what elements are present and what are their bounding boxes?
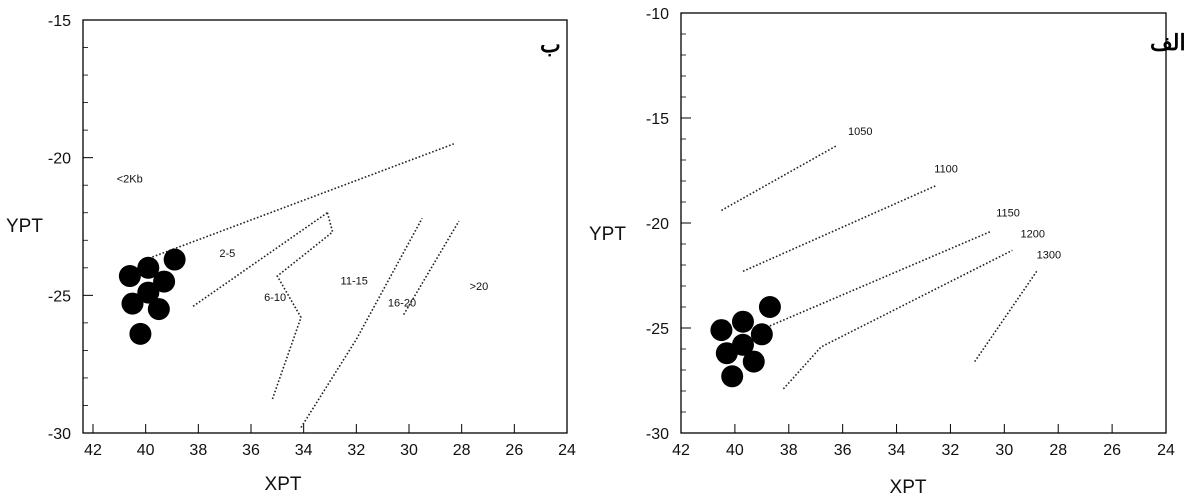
data-point-b-5 bbox=[147, 298, 170, 321]
x-tick-label-b-7: 28 bbox=[453, 442, 471, 459]
isotherm-line-alef-0 bbox=[721, 144, 838, 212]
y-tick-label-alef-4: -30 bbox=[646, 426, 669, 443]
x-tick-label-alef-6: 30 bbox=[995, 442, 1013, 459]
x-tick-label-alef-8: 26 bbox=[1103, 442, 1121, 459]
boundary-line-b-2 bbox=[271, 212, 334, 401]
data-point-b-1 bbox=[121, 292, 144, 315]
data-points-alef bbox=[710, 296, 781, 388]
data-point-alef-3 bbox=[731, 310, 754, 333]
plot-frame-b bbox=[82, 19, 568, 434]
isotherm-label-alef-1: 1100 bbox=[934, 164, 958, 176]
region-label-b-5: >20 bbox=[470, 281, 489, 293]
region-label-b-3: 11-15 bbox=[341, 275, 368, 287]
x-tick-label-b-8: 26 bbox=[505, 442, 523, 459]
x-tick-label-b-4: 34 bbox=[295, 442, 313, 459]
boundary-line-b-1 bbox=[192, 212, 328, 307]
boundary-line-b-0 bbox=[145, 143, 455, 261]
x-tick-label-alef-2: 38 bbox=[780, 442, 798, 459]
x-tick-label-alef-9: 24 bbox=[1157, 442, 1175, 459]
boundary-line-b-3 bbox=[300, 217, 423, 428]
region-labels-b: <2Kb 2-5 6-10 11-15 16-20 >20 bbox=[117, 173, 489, 309]
panel-label-b: ب bbox=[540, 32, 561, 57]
region-label-b-2: 6-10 bbox=[264, 292, 286, 304]
axis-ticks-b: 42 40 38 36 34 32 30 28 26 24 -15 -20 -25 -30 bbox=[48, 13, 576, 459]
x-tick-label-b-6: 30 bbox=[400, 442, 418, 459]
chart-panel-alef: الف YPT XPT 42 40 38 36 34 32 30 28 26 24 -10 -15 -2… bbox=[589, 6, 1186, 498]
data-point-alef-0 bbox=[710, 319, 733, 342]
x-axis-title-b: XPT bbox=[265, 474, 302, 495]
y-tick-label-alef-2: -20 bbox=[646, 216, 669, 233]
data-point-alef-6 bbox=[750, 323, 773, 346]
x-tick-label-alef-5: 32 bbox=[942, 442, 960, 459]
chart-panel-b: ب YPT XPT 42 40 38 36 34 32 30 28 26 24 -15 -20 -25 -… bbox=[6, 13, 576, 495]
y-tick-label-b-0: -15 bbox=[48, 13, 71, 30]
isotherm-line-alef-4 bbox=[974, 270, 1038, 363]
x-tick-label-b-0: 42 bbox=[84, 442, 102, 459]
x-tick-label-alef-0: 42 bbox=[672, 442, 690, 459]
data-point-alef-1 bbox=[715, 342, 738, 365]
x-tick-label-alef-4: 34 bbox=[888, 442, 906, 459]
x-tick-label-alef-7: 28 bbox=[1049, 442, 1067, 459]
isotherm-label-alef-3: 1200 bbox=[1021, 229, 1045, 241]
y-axis-title-alef: YPT bbox=[589, 224, 626, 245]
y-tick-label-b-2: -25 bbox=[48, 288, 71, 305]
isotherm-line-alef-1 bbox=[742, 184, 938, 273]
panel-label-alef: الف bbox=[1150, 30, 1186, 55]
x-tick-label-b-1: 40 bbox=[137, 442, 155, 459]
isotherm-lines-alef bbox=[721, 144, 1038, 390]
region-label-b-1: 2-5 bbox=[219, 248, 235, 260]
data-point-b-0 bbox=[118, 265, 141, 288]
data-point-b-2 bbox=[129, 322, 152, 345]
y-axis-title-b: YPT bbox=[6, 216, 43, 237]
x-tick-label-b-9: 24 bbox=[558, 442, 576, 459]
data-point-alef-2 bbox=[721, 365, 744, 388]
region-label-b-4: 16-20 bbox=[388, 297, 416, 309]
x-tick-label-alef-3: 36 bbox=[834, 442, 852, 459]
y-tick-label-alef-0: -10 bbox=[646, 6, 669, 23]
isotherm-line-alef-3 bbox=[782, 249, 1013, 390]
data-point-alef-5 bbox=[742, 350, 765, 373]
boundary-lines-b bbox=[145, 143, 460, 428]
y-tick-label-alef-1: -15 bbox=[646, 111, 669, 128]
isotherm-label-alef-2: 1150 bbox=[996, 208, 1020, 220]
data-point-b-4 bbox=[137, 281, 160, 304]
x-axis-title-alef: XPT bbox=[890, 477, 927, 498]
data-points-b bbox=[118, 248, 186, 345]
x-tick-label-b-3: 36 bbox=[242, 442, 260, 459]
data-point-alef-7 bbox=[758, 296, 781, 318]
axis-ticks-alef: 42 40 38 36 34 32 30 28 26 24 -10 -15 -20 -25 -30 bbox=[646, 6, 1175, 459]
x-tick-label-b-2: 38 bbox=[189, 442, 207, 459]
isotherm-label-alef-4: 1300 bbox=[1037, 250, 1061, 262]
isotherm-line-alef-2 bbox=[769, 230, 992, 327]
x-tick-label-b-5: 32 bbox=[347, 442, 365, 459]
data-point-b-7 bbox=[163, 248, 186, 271]
y-tick-label-alef-3: -25 bbox=[646, 321, 669, 338]
region-label-b-0: <2Kb bbox=[117, 173, 143, 185]
data-point-b-3 bbox=[137, 256, 160, 279]
isotherm-label-alef-0: 1050 bbox=[848, 126, 872, 138]
boundary-line-b-4 bbox=[403, 220, 460, 316]
data-point-alef-4 bbox=[731, 333, 754, 356]
data-point-b-6 bbox=[153, 270, 176, 293]
y-tick-label-b-3: -30 bbox=[48, 426, 71, 443]
x-tick-label-alef-1: 40 bbox=[726, 442, 744, 459]
y-tick-label-b-1: -20 bbox=[48, 151, 71, 168]
